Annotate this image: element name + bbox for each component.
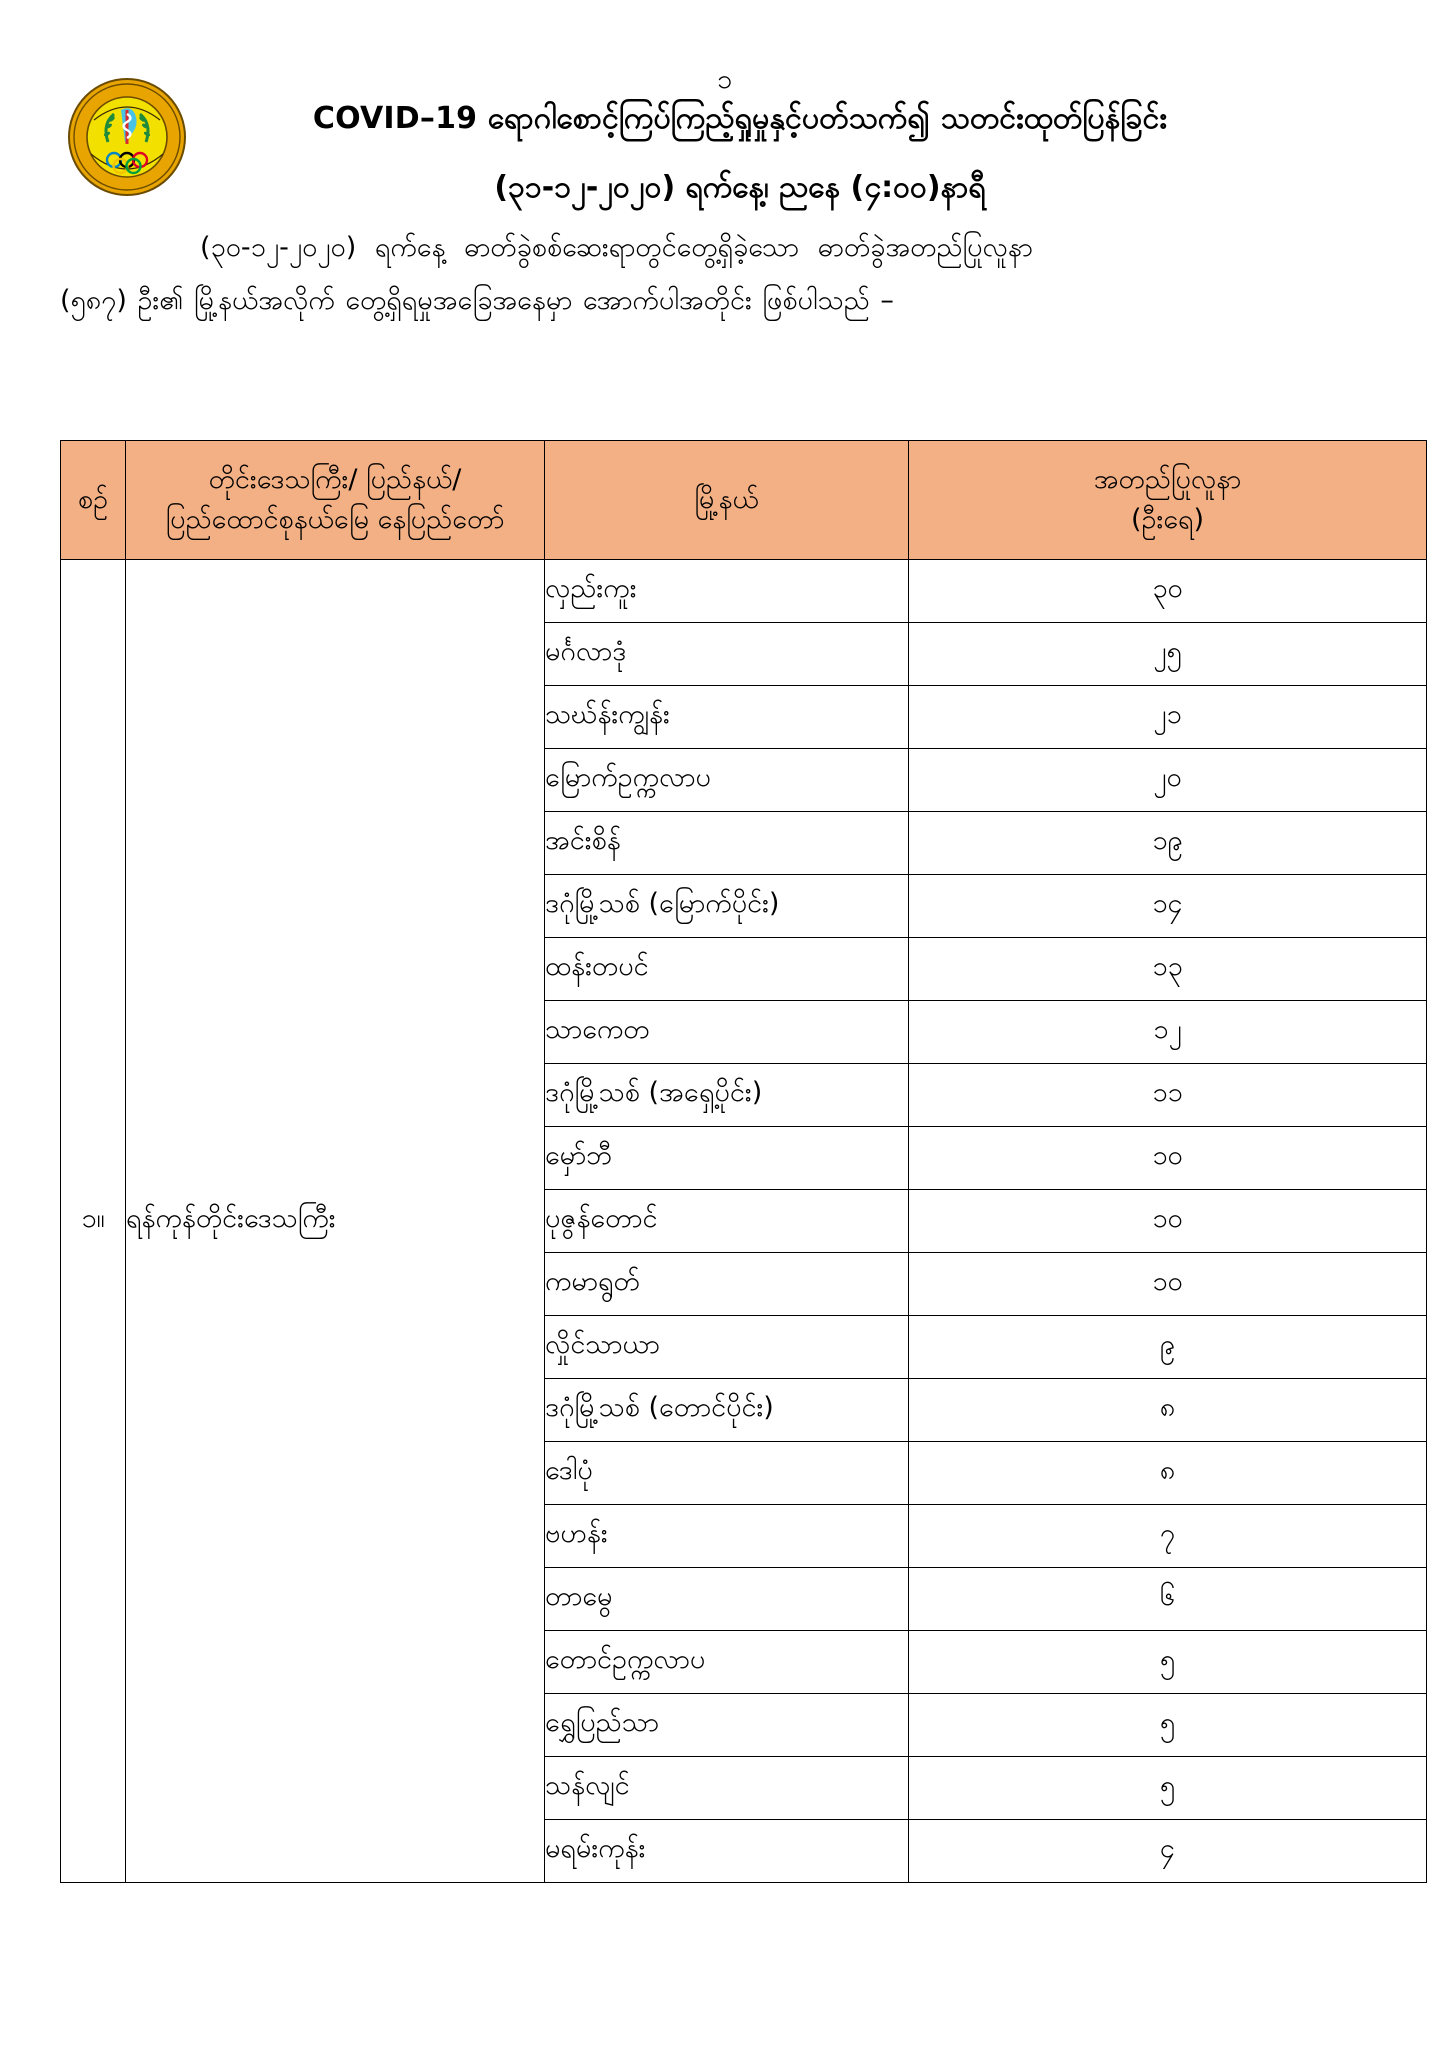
column-header-region: တိုင်းဒေသကြီး/ ပြည်နယ်/ ပြည်ထောင်စုနယ်မြ… [125,440,545,560]
township-name-cell: လှည်းကူး [544,559,909,623]
table-row: ဒဂုံမြို့သစ် (အရှေ့ပိုင်း) ၁၁ [61,1063,1427,1127]
case-count-cell: ၁၀ [908,1252,1427,1316]
table-row: ပုဇွန်တောင် ၁၀ [61,1189,1427,1253]
case-count-cell: ၁၀ [908,1189,1427,1253]
page-number: ၁ [716,64,733,95]
township-name-cell: မရမ်းကုန်း [544,1819,909,1883]
column-header-region-line-1: တိုင်းဒေသကြီး/ ပြည်နယ်/ [208,463,462,495]
column-header-township: မြို့နယ် [544,440,909,560]
table-row: မှော်ဘီ ၁၀ [61,1126,1427,1190]
table-body: ၁။ ရန်ကုန်တိုင်းဒေသကြီး လှည်းကူး ၃၀ မင်္ဂလာဒ… [60,559,1427,1883]
township-name-cell: ဒဂုံမြို့သစ် (မြောက်ပိုင်း) [544,874,909,938]
case-table-container: စဉ် တိုင်းဒေသကြီး/ ပြည်နယ်/ ပြည်ထောင်စုန… [60,440,1427,1883]
case-count-cell: ၅ [908,1693,1427,1757]
table-row: ထန်းတပင် ၁၃ [61,937,1427,1001]
table-row: ဒဂုံမြို့သစ် (တောင်ပိုင်း) ၈ [61,1378,1427,1442]
township-name-cell: လှိုင်သာယာ [544,1315,909,1379]
township-case-table: စဉ် တိုင်းဒေသကြီး/ ပြည်နယ်/ ပြည်ထောင်စုန… [60,440,1427,1883]
township-name-cell: ထန်းတပင် [544,937,909,1001]
case-count-cell: ၃၀ [908,559,1427,623]
township-name-cell: ရွှေပြည်သာ [544,1693,909,1757]
table-row: သာကေတ ၁၂ [61,1000,1427,1064]
case-count-cell: ၄ [908,1819,1427,1883]
table-row: မရမ်းကုန်း၄ [61,1819,1427,1883]
case-count-cell: ၂၀ [908,748,1427,812]
case-count-cell: ၁၄ [908,874,1427,938]
case-count-cell: ၅ [908,1756,1427,1820]
table-header: စဉ် တိုင်းဒေသကြီး/ ပြည်နယ်/ ပြည်ထောင်စုန… [60,440,1427,560]
table-row: မြောက်ဥက္ကလာပ ၂၀ [61,748,1427,812]
case-count-cell: ၅ [908,1630,1427,1694]
table-row: တာမွေ၆ [61,1567,1427,1631]
intro-line-1: (၃၀-၁၂-၂၀၂၀) ရက်နေ့ ဓာတ်ခွဲစစ်ဆေးရာတွင်တ… [200,232,1033,263]
table-row: အင်းစိန် ၁၉ [61,811,1427,875]
township-name-cell: သာကေတ [544,1000,909,1064]
region-name-cell: ရန်ကုန်တိုင်းဒေသကြီး [125,559,545,1883]
township-name-cell: မင်္ဂလာဒုံ [544,622,909,686]
table-row: ဗဟန်း၇ [61,1504,1427,1568]
case-count-cell: ၂၁ [908,685,1427,749]
title-line-1: COVID–19 ရောဂါစောင့်ကြပ်ကြည့်ရှုမှုနှင့်… [312,101,1168,136]
table-row: တောင်ဥက္ကလာပ၅ [61,1630,1427,1694]
case-count-cell: ၁၁ [908,1063,1427,1127]
column-header-no: စဉ် [60,440,126,560]
case-count-cell: ၂၅ [908,622,1427,686]
township-name-cell: တောင်ဥက္ကလာပ [544,1630,909,1694]
table-row: ကမာရွတ် ၁၀ [61,1252,1427,1316]
case-count-cell: ၈ [908,1441,1427,1505]
column-header-count-line-2: (ဦးရေ) [1130,504,1205,535]
ministry-seal-logo [64,74,190,200]
township-name-cell: မြောက်ဥက္ကလာပ [544,748,909,812]
township-name-cell: ဒဂုံမြို့သစ် (တောင်ပိုင်း) [544,1378,909,1442]
case-count-cell: ၁၀ [908,1126,1427,1190]
table-row: မင်္ဂလာဒုံ ၂၅ [61,622,1427,686]
table-row: ၁။ ရန်ကုန်တိုင်းဒေသကြီး လှည်းကူး ၃၀ [60,559,1427,1883]
case-count-cell: ၈ [908,1378,1427,1442]
township-name-cell: ဗဟန်း [544,1504,909,1568]
column-header-count: အတည်ပြုလူနာ (ဦးရေ) [908,440,1427,560]
township-name-cell: မှော်ဘီ [544,1126,909,1190]
case-count-cell: ၁၂ [908,1000,1427,1064]
township-name-cell: ကမာရွတ် [544,1252,909,1316]
case-count-cell: ၁၃ [908,937,1427,1001]
column-header-count-line-1: အတည်ပြုလူနာ [1093,463,1242,495]
case-count-cell: ၉ [908,1315,1427,1379]
case-count-cell: ၇ [908,1504,1427,1568]
header-row: စဉ် တိုင်းဒေသကြီး/ ပြည်နယ်/ ပြည်ထောင်စုန… [60,440,1427,560]
township-name-cell: သဃ်န်းကျွန်း [544,685,909,749]
township-name-cell: ဒေါပုံ [544,1441,909,1505]
page-title: COVID–19 ရောဂါစောင့်ကြပ်ကြည့်ရှုမှုနှင့်… [150,96,1330,211]
table-row: သဃ်န်းကျွန်း ၂၁ [61,685,1427,749]
township-name-cell: တာမွေ [544,1567,909,1631]
township-name-cell: သန်လျင် [544,1756,909,1820]
column-header-region-line-2: ပြည်ထောင်စုနယ်မြေ နေပြည်တော် [165,504,505,535]
case-count-cell: ၆ [908,1567,1427,1631]
township-name-cell: ပုဇွန်တောင် [544,1189,909,1253]
intro-paragraph: (၃၀-၁၂-၂၀၂၀) ရက်နေ့ ဓာတ်ခွဲစစ်ဆေးရာတွင်တ… [60,222,1390,327]
table-row: သန်လျင်၅ [61,1756,1427,1820]
township-name-cell: အင်းစိန် [544,811,909,875]
intro-line-2: (၅၈၇) ဦး၏ မြို့နယ်အလိုက် တွေ့ရှိရမှုအခြေ… [60,284,894,316]
township-name-cell: ဒဂုံမြို့သစ် (အရှေ့ပိုင်း) [544,1063,909,1127]
group-index-cell: ၁။ [60,559,126,1883]
case-count-cell: ၁၉ [908,811,1427,875]
title-line-2: (၃၁-၁၂-၂၀၂၀) ရက်နေ့၊ ညနေ (၄:၀၀)နာရီ [494,169,986,205]
